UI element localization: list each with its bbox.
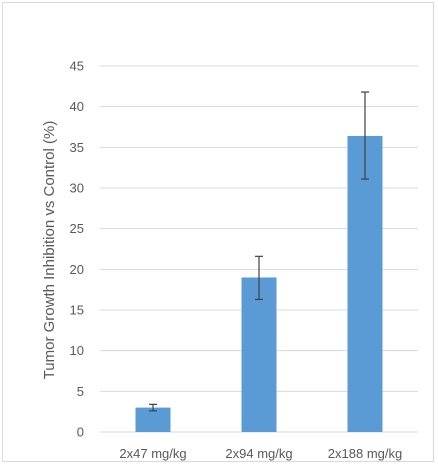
y-tick-label: 30	[70, 181, 84, 196]
y-tick-label: 25	[70, 221, 84, 236]
y-tick-label: 40	[70, 99, 84, 114]
y-tick-label: 15	[70, 303, 84, 318]
x-tick-label: 2x47 mg/kg	[119, 446, 186, 461]
error-bars	[149, 91, 369, 412]
bars	[135, 135, 383, 433]
bar	[241, 277, 277, 432]
x-tick-label: 2x188 mg/kg	[328, 446, 402, 461]
bar	[135, 407, 171, 432]
y-tick-label: 5	[77, 384, 84, 399]
bar	[347, 135, 383, 433]
y-tick-label: 45	[70, 59, 84, 74]
y-axis-title: Tumor Growth Inhibition vs Control (%)	[41, 121, 58, 380]
error-bar	[255, 255, 263, 301]
x-tick-labels: 2x47 mg/kg 2x94 mg/kg 2x188 mg/kg	[119, 446, 402, 461]
x-tick-label: 2x94 mg/kg	[225, 446, 292, 461]
error-bar	[149, 403, 157, 412]
y-tick-label: 35	[70, 140, 84, 155]
y-tick-label: 0	[77, 425, 84, 440]
y-tick-labels: 0 5 10 15 20 25 30 35 40 45	[70, 59, 84, 440]
error-bar	[361, 91, 369, 180]
y-tick-label: 20	[70, 262, 84, 277]
y-tick-label: 10	[70, 343, 84, 358]
